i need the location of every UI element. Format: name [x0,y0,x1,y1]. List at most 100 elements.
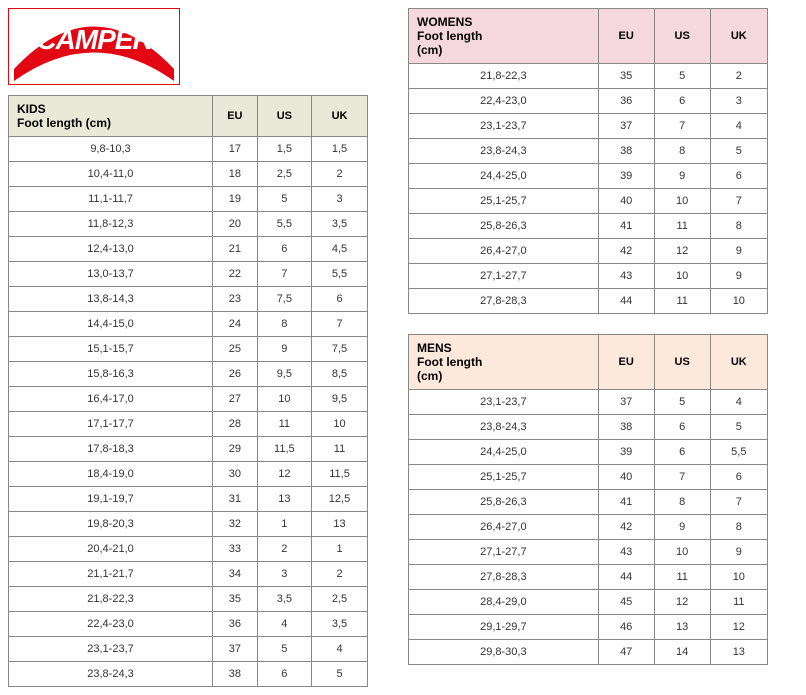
cell: 29,1-29,7 [409,615,599,640]
table-row: 13,8-14,3237,56 [9,287,368,312]
cell: 42 [598,515,654,540]
table-row: 19,1-19,7311312,5 [9,487,368,512]
cell: 40 [598,465,654,490]
cell: 5 [654,390,710,415]
cell: 38 [598,415,654,440]
cell: 38 [598,139,654,164]
table-row: 29,1-29,7461312 [409,615,768,640]
cell: 13 [710,640,767,665]
cell: 41 [598,214,654,239]
table-row: 22,4-23,03643,5 [9,612,368,637]
cell: 31 [213,487,258,512]
cell: 4 [257,612,311,637]
cell: 2 [710,64,767,89]
cell: 11 [654,214,710,239]
cell: 12 [654,239,710,264]
cell: 23,8-24,3 [409,415,599,440]
cell: 5 [710,139,767,164]
cell: 21,8-22,3 [9,587,213,612]
cell: 14,4-15,0 [9,312,213,337]
cell: 6 [654,89,710,114]
cell: 41 [598,490,654,515]
cell: 21,1-21,7 [9,562,213,587]
cell: 7 [257,262,311,287]
cell: 11 [654,565,710,590]
cell: 46 [598,615,654,640]
cell: 23 [213,287,258,312]
cell: 7 [710,189,767,214]
cell: 3 [257,562,311,587]
womens-title-1: WOMENS [417,15,472,29]
cell: 27,8-28,3 [409,565,599,590]
cell: 37 [598,114,654,139]
cell: 32 [213,512,258,537]
womens-title-2: Foot length [417,29,482,43]
table-row: 16,4-17,027109,5 [9,387,368,412]
cell: 24 [213,312,258,337]
cell: 28 [213,412,258,437]
kids-table: KIDS Foot length (cm) EU US UK 9,8-10,31… [8,95,368,687]
cell: 16,4-17,0 [9,387,213,412]
cell: 4 [710,114,767,139]
cell: 29,8-30,3 [409,640,599,665]
cell: 11 [312,437,368,462]
kids-title-2: Foot length (cm) [17,116,111,130]
kids-col-uk: UK [312,96,368,137]
cell: 4,5 [312,237,368,262]
cell: 11 [710,590,767,615]
cell: 5 [654,64,710,89]
cell: 7 [312,312,368,337]
cell: 7 [654,114,710,139]
table-row: 15,1-15,72597,5 [9,337,368,362]
table-row: 24,4-25,03965,5 [409,440,768,465]
table-row: 17,8-18,32911,511 [9,437,368,462]
table-row: 27,1-27,743109 [409,264,768,289]
cell: 36 [213,612,258,637]
cell: 1 [257,512,311,537]
cell: 9,5 [312,387,368,412]
table-row: 15,8-16,3269,58,5 [9,362,368,387]
table-row: 23,8-24,33885 [409,139,768,164]
womens-table: WOMENS Foot length (cm) EU US UK 21,8-22… [408,8,768,314]
cell: 27,1-27,7 [409,540,599,565]
cell: 9 [710,239,767,264]
mens-col-eu: EU [598,335,654,390]
cell: 1,5 [257,137,311,162]
logo-text: CAMPER [36,24,153,55]
table-row: 21,1-21,73432 [9,562,368,587]
cell: 10 [312,412,368,437]
table-row: 27,1-27,743109 [409,540,768,565]
cell: 6 [654,415,710,440]
cell: 33 [213,537,258,562]
cell: 10 [654,189,710,214]
cell: 3 [710,89,767,114]
cell: 5 [257,187,311,212]
table-row: 14,4-15,02487 [9,312,368,337]
cell: 25,8-26,3 [409,214,599,239]
cell: 15,1-15,7 [9,337,213,362]
table-row: 26,4-27,04298 [409,515,768,540]
cell: 3,5 [312,612,368,637]
cell: 5 [257,637,311,662]
womens-col-uk: UK [710,9,767,64]
cell: 5,5 [710,440,767,465]
cell: 37 [598,390,654,415]
cell: 44 [598,565,654,590]
cell: 8 [710,515,767,540]
cell: 2,5 [312,587,368,612]
cell: 17 [213,137,258,162]
cell: 27 [213,387,258,412]
cell: 23,1-23,7 [9,637,213,662]
mens-table: MENS Foot length (cm) EU US UK 23,1-23,7… [408,334,768,665]
table-row: 26,4-27,042129 [409,239,768,264]
cell: 13 [312,512,368,537]
cell: 21 [213,237,258,262]
kids-col-us: US [257,96,311,137]
table-row: 19,8-20,332113 [9,512,368,537]
table-row: 13,0-13,72275,5 [9,262,368,287]
table-row: 11,1-11,71953 [9,187,368,212]
cell: 47 [598,640,654,665]
cell: 8 [654,490,710,515]
womens-title-3: (cm) [417,43,442,57]
cell: 39 [598,164,654,189]
